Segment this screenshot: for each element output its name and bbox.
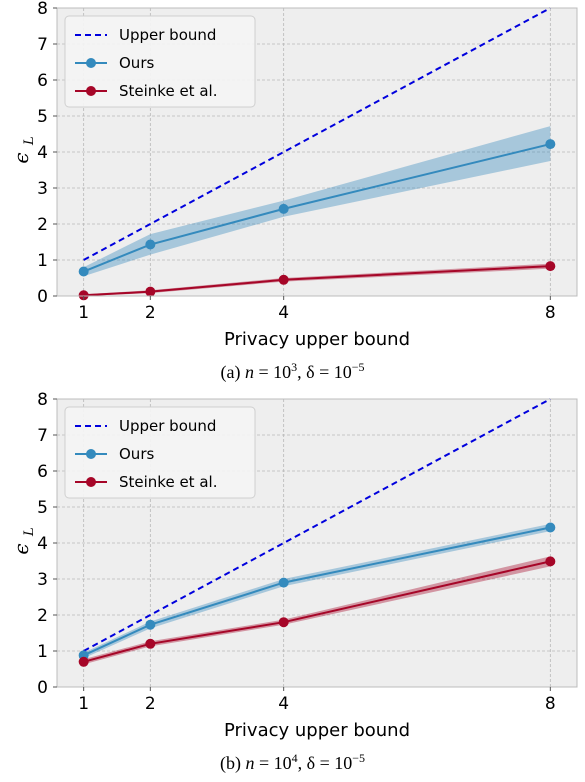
y-tick-label: 6 [37,71,48,91]
y-tick-label: 7 [37,426,48,446]
x-tick-label: 2 [145,303,156,323]
chart-b: 0 1 2 3 4 5 6 7 8 1 2 4 8 Privacy upper bound ϵL Upper … [9,391,578,741]
data-point [145,638,156,649]
y-tick-label: 4 [37,143,48,163]
y-tick-label: 0 [37,287,48,307]
x-tick-label: 2 [145,694,156,714]
caption-n-exp: 3 [291,360,298,374]
legend-marker [86,58,96,68]
legend-label: Ours [119,54,154,72]
data-point [145,239,156,250]
y-tick-label: 0 [37,678,48,698]
legend-marker [86,449,96,459]
data-point [545,522,556,533]
legend-item: Ours [75,445,154,463]
series-steinke-et-al- [78,261,556,301]
data-point [545,556,556,567]
y-axis-label-sub: L [22,527,37,537]
caption-prefix: (a) [220,362,245,382]
data-point [278,617,289,628]
legend-item: Ours [75,54,154,72]
y-tick-label: 7 [37,35,48,55]
legend-box [64,15,256,108]
y-tick-label: 3 [37,179,48,199]
data-point [278,274,289,285]
legend-marker [86,477,96,487]
y-axis-label: ϵL [9,527,37,554]
y-tick-label: 8 [37,391,48,410]
series-line [83,265,551,297]
data-point [78,656,89,667]
legend-marker [86,86,96,96]
legend-box [64,406,256,499]
data-point [278,203,289,214]
legend-item: Upper bound [75,417,216,435]
legend-label: Ours [119,445,154,463]
y-tick-label: 1 [37,642,48,662]
legend-label: Steinke et al. [119,82,217,100]
series-ours [78,126,556,277]
series-line [83,7,551,261]
series-upper-bound [83,7,551,261]
data-point [545,139,556,150]
caption-prefix: (b) [219,753,246,773]
legend-item: Steinke et al. [75,82,217,100]
caption-b: (b) n = 104, δ = 10−5 [219,751,366,773]
y-tick-label: 4 [37,534,48,554]
data-point [278,577,289,588]
y-axis-label-main: ϵ [9,543,33,554]
y-axis-label-main: ϵ [9,152,33,163]
caption-n-exp: 4 [291,751,298,765]
y-axis-label-sub: L [22,136,37,146]
series-upper-bound [83,398,551,652]
caption-delta-base: 10 [333,362,352,382]
x-tick-label: 4 [278,694,289,714]
figure-panel-a: 0 1 2 3 4 5 6 7 8 1 2 4 8 Privacy upper bound ϵ L Upper … [9,0,578,382]
series-line [83,560,551,663]
series-line [83,398,551,652]
caption-n-base: 10 [273,753,292,773]
x-tick-label: 4 [278,303,289,323]
y-tick-label: 8 [37,0,48,19]
caption-delta-base: 10 [334,753,353,773]
x-tick-label: 1 [78,694,89,714]
confidence-band [83,556,551,665]
x-axis-label: Privacy upper bound [224,720,410,741]
caption-n-base: 10 [273,362,292,382]
y-tick-label: 1 [37,251,48,271]
y-axis-label: ϵL [9,136,37,163]
x-axis-label: Privacy upper bound [224,329,410,350]
x-tick-label: 8 [545,694,556,714]
legend-item: Steinke et al. [75,473,217,491]
y-tick-label: 2 [37,606,48,626]
x-tick-label: 8 [545,303,556,323]
x-tick-label: 1 [78,303,89,323]
legend-label: Steinke et al. [119,473,217,491]
data-point [545,261,556,272]
series-steinke-et-al- [78,556,556,667]
legend-label: Upper bound [119,26,216,44]
data-point [78,290,89,301]
legend-item: Upper bound [75,26,216,44]
legend: Upper bound Ours Steinke et al. [64,406,256,499]
caption-delta-exp: −5 [351,360,365,374]
y-tick-label: 5 [37,498,48,518]
y-tick-label: 5 [37,107,48,127]
data-point [145,286,156,297]
caption-delta-exp: −5 [352,751,366,765]
legend-label: Upper bound [119,417,216,435]
data-point [145,619,156,630]
y-tick-label: 3 [37,570,48,590]
y-tick-label: 2 [37,215,48,235]
series-line [83,526,551,657]
figure-panel-b: 0 1 2 3 4 5 6 7 8 1 2 4 8 Privacy upper bound ϵ L Upper … [0,391,585,782]
caption-a: (a) n = 103, δ = 10−5 [220,360,365,382]
data-point [78,266,89,277]
y-tick-label: 6 [37,462,48,482]
chart-a: 0 1 2 3 4 5 6 7 8 1 2 4 8 Privacy upper bound ϵL Upper … [9,0,578,350]
series-line [83,143,551,273]
legend: Upper bound Ours Steinke et al. [64,15,256,108]
